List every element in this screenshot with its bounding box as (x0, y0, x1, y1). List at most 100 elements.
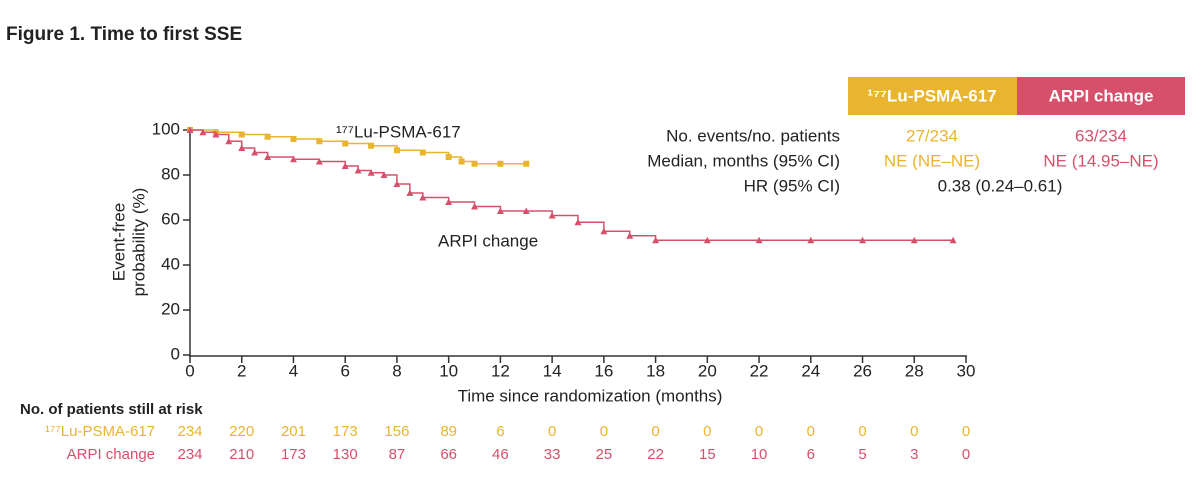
censor-mark (807, 236, 815, 244)
censor-mark (910, 236, 918, 244)
censor-mark (186, 126, 194, 133)
x-tick-label: 14 (543, 361, 562, 380)
x-tick-label: 18 (646, 361, 665, 380)
at-risk-value: 10 (751, 446, 768, 463)
censor-mark (341, 162, 349, 169)
censor-mark (212, 131, 220, 138)
censor-mark (859, 236, 867, 244)
at-risk-value: 0 (703, 423, 711, 440)
at-risk-value: 0 (755, 423, 763, 440)
censor-mark (264, 153, 272, 160)
censor-mark (393, 180, 401, 187)
x-tick-label: 26 (853, 361, 872, 380)
censor-mark (522, 207, 530, 214)
at-risk-title: No. of patients still at risk (20, 401, 203, 418)
x-axis-label: Time since randomization (months) (458, 386, 723, 405)
censor-mark (471, 203, 479, 210)
x-tick-label: 6 (340, 361, 349, 380)
censor-mark (315, 158, 323, 165)
censor-mark (548, 212, 556, 219)
at-risk-value: 46 (492, 446, 509, 463)
censor-mark (600, 227, 608, 235)
y-axis-label: probability (%) (129, 188, 148, 297)
legend-header (1017, 77, 1185, 115)
censor-mark (199, 128, 207, 136)
at-risk-value: 0 (548, 423, 556, 440)
x-tick-label: 22 (750, 361, 769, 380)
y-tick-label: 20 (161, 299, 180, 318)
censor-mark (251, 149, 259, 156)
censor-mark (471, 160, 478, 167)
x-tick-label: 16 (594, 361, 613, 380)
censor-mark (419, 149, 426, 156)
censor-mark (316, 138, 323, 145)
legend-header (848, 77, 1017, 115)
at-risk-value: 0 (962, 423, 970, 440)
at-risk-label: ¹⁷⁷Lu-PSMA-617 (45, 423, 155, 440)
at-risk-value: 66 (440, 446, 457, 463)
y-tick-label: 100 (152, 119, 180, 138)
at-risk-value: 0 (858, 423, 866, 440)
km-curve (190, 129, 954, 241)
at-risk-value: 0 (962, 446, 970, 463)
at-risk-value: 201 (281, 423, 306, 440)
at-risk-value: 0 (651, 423, 659, 440)
censor-mark (496, 207, 504, 214)
legend-label: ARPI change (1049, 86, 1154, 105)
censor-mark (445, 154, 452, 160)
at-risk-value: 130 (333, 446, 358, 463)
y-tick-label: 60 (161, 209, 180, 228)
at-risk-value: 0 (600, 423, 608, 440)
censor-mark (626, 232, 634, 239)
series-label: ¹⁷⁷Lu-PSMA-617 (336, 122, 461, 141)
censor-mark (419, 194, 427, 201)
censor-mark (380, 171, 388, 178)
censor-mark (393, 147, 400, 154)
at-risk-value: 22 (647, 446, 664, 463)
censor-mark (238, 144, 246, 151)
at-risk-value: 25 (596, 446, 613, 463)
censor-mark (523, 160, 530, 167)
censor-mark (289, 155, 297, 163)
at-risk-value: 6 (496, 423, 504, 440)
summary-value: NE (14.95–NE) (1043, 151, 1158, 170)
at-risk-value: 5 (858, 446, 866, 463)
at-risk-value: 89 (440, 423, 457, 440)
summary-value: 27/234 (906, 126, 958, 145)
at-risk-value: 15 (699, 446, 716, 463)
y-tick-label: 80 (161, 164, 180, 183)
x-tick-label: 0 (185, 361, 194, 380)
legend-label: ¹⁷⁷Lu-PSMA-617 (867, 86, 996, 105)
at-risk-value: 210 (229, 446, 254, 463)
censor-mark (264, 133, 271, 140)
censor-mark (290, 136, 297, 142)
summary-label: HR (95% CI) (744, 176, 840, 195)
at-risk-value: 220 (229, 423, 254, 440)
censor-mark (949, 236, 957, 244)
at-risk-value: 87 (389, 446, 406, 463)
at-risk-value: 173 (281, 446, 306, 463)
at-risk-value: 0 (807, 423, 815, 440)
censor-mark (703, 236, 711, 244)
chart-title: Figure 1. Time to first SSE (6, 24, 242, 45)
censor-mark (354, 167, 362, 174)
censor-mark (497, 160, 504, 167)
censor-mark (458, 158, 465, 165)
at-risk-value: 0 (910, 423, 918, 440)
summary-label: No. events/no. patients (666, 126, 840, 145)
x-tick-label: 10 (439, 361, 458, 380)
at-risk-value: 234 (177, 423, 202, 440)
at-risk-value: 6 (807, 446, 815, 463)
at-risk-value: 173 (333, 423, 358, 440)
at-risk-value: 234 (177, 446, 202, 463)
censor-mark (225, 137, 233, 145)
at-risk-value: 156 (384, 423, 409, 440)
summary-value: 0.38 (0.24–0.61) (938, 176, 1063, 195)
x-tick-label: 12 (491, 361, 510, 380)
censor-mark (652, 236, 660, 244)
censor-mark (367, 169, 375, 176)
series-label: ARPI change (438, 231, 538, 250)
at-risk-label: ARPI change (67, 446, 155, 463)
x-tick-label: 4 (289, 361, 298, 380)
